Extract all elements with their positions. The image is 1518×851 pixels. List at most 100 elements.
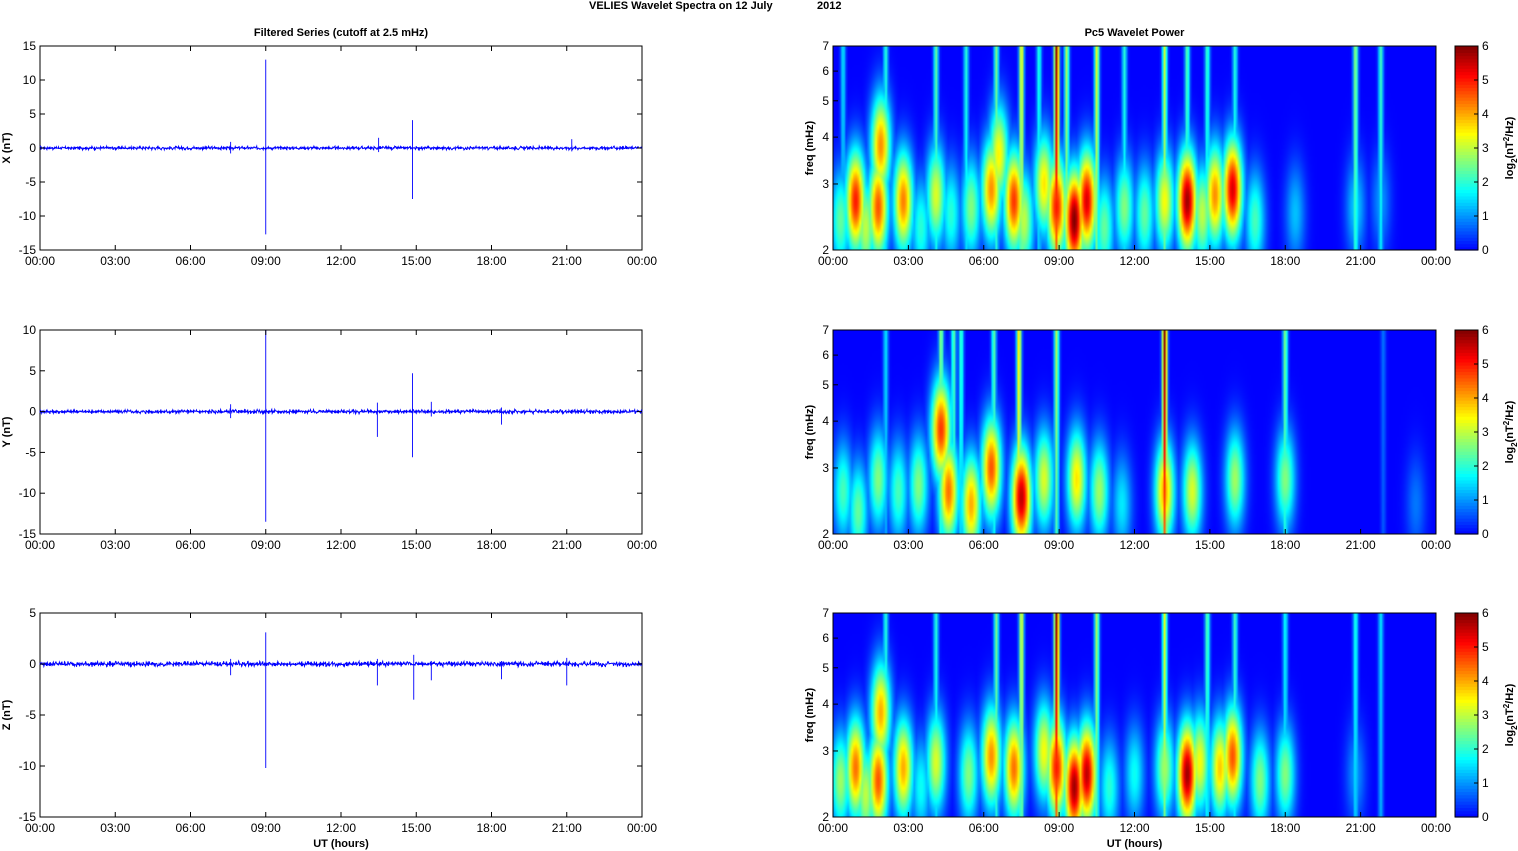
x-tick-label: 18:00 <box>1270 538 1300 552</box>
x-tick-label: 18:00 <box>1270 254 1300 268</box>
colorbar-swatch <box>1455 195 1478 200</box>
colorbar-swatch <box>1455 167 1478 171</box>
colorbar-tick-label: 3 <box>1482 141 1489 155</box>
x-tick-label: 21:00 <box>552 538 582 552</box>
x-tick-label: 00:00 <box>627 538 657 552</box>
colorbar-swatch <box>1455 202 1478 206</box>
x-tick-label: 03:00 <box>100 538 130 552</box>
colorbar-swatch <box>1455 511 1478 516</box>
colorbar-swatch <box>1455 208 1478 213</box>
colorbar-swatch <box>1455 711 1478 716</box>
y-tick-label: 4 <box>822 130 829 144</box>
colorbar-tick-label: 1 <box>1482 776 1489 790</box>
colorbar-swatch <box>1455 673 1478 678</box>
figure-title-right: 2012 <box>817 0 841 12</box>
colorbar-swatch <box>1455 358 1478 363</box>
x-tick-label: 12:00 <box>1119 538 1149 552</box>
y-tick-label: 7 <box>822 323 829 337</box>
colorbar-swatch <box>1455 657 1478 662</box>
colorbar-swatch <box>1455 676 1478 681</box>
y-tick-label: -15 <box>19 527 37 541</box>
colorbar-swatch <box>1455 775 1478 780</box>
colorbar-swatch <box>1455 154 1478 159</box>
colorbar-swatch <box>1455 718 1478 722</box>
colorbar-swatch <box>1455 148 1478 152</box>
x-tick-label: 21:00 <box>1346 821 1376 835</box>
colorbar-swatch <box>1455 521 1478 526</box>
y-tick-label: 5 <box>822 378 829 392</box>
colorbar-swatch <box>1455 514 1478 519</box>
colorbar-swatch <box>1455 52 1478 57</box>
colorbar-tick-label: 6 <box>1482 323 1489 337</box>
colorbar-swatch <box>1455 467 1478 471</box>
x-tick-label: 18:00 <box>476 821 506 835</box>
colorbar-swatch <box>1455 641 1478 646</box>
colorbar-swatch <box>1455 189 1478 194</box>
colorbar-swatch <box>1455 810 1478 815</box>
y-tick-label: 0 <box>29 405 36 419</box>
colorbar-swatch <box>1455 622 1478 627</box>
y-tick-label: 10 <box>23 323 37 337</box>
colorbar-swatch <box>1455 119 1478 124</box>
colorbar-tick-label: 2 <box>1482 742 1489 756</box>
colorbar-swatch <box>1455 740 1478 745</box>
colorbar-swatch <box>1455 460 1478 465</box>
y-tick-label: 0 <box>29 141 36 155</box>
colorbar-swatch <box>1455 58 1478 63</box>
x-tick-label: 06:00 <box>969 254 999 268</box>
colorbar-swatch <box>1455 77 1478 82</box>
y-axis-label: freq (mHz) <box>804 404 816 459</box>
colorbar-swatch <box>1455 192 1478 197</box>
x-tick-label: 00:00 <box>25 538 55 552</box>
colorbar-swatch <box>1455 393 1478 398</box>
colorbar-swatch <box>1455 246 1478 251</box>
y-tick-label: 0 <box>29 657 36 671</box>
timeseries-panel-1: -15 -10 -5 0 5 10 15 00:00 03:00 06:00 09:00 12:00 1… <box>1 27 657 268</box>
colorbar-swatch <box>1455 750 1478 754</box>
x-tick-label: 06:00 <box>969 821 999 835</box>
colorbar-swatch <box>1455 103 1478 108</box>
x-tick-label: 03:00 <box>893 821 923 835</box>
colorbar-swatch <box>1455 447 1478 452</box>
colorbar-swatch <box>1455 632 1478 636</box>
colorbar-swatch <box>1455 230 1478 235</box>
colorbar-tick-label: 0 <box>1482 527 1489 541</box>
x-tick-label: 18:00 <box>476 538 506 552</box>
signal-trace <box>39 144 643 152</box>
colorbar-swatch <box>1455 224 1478 229</box>
colorbar-swatch <box>1455 635 1478 640</box>
y-tick-label: 7 <box>822 606 829 620</box>
colorbar-label: log2(nT2/Hz) <box>1502 116 1518 179</box>
x-tick-label: 03:00 <box>893 254 923 268</box>
x-tick-label: 00:00 <box>1421 254 1451 268</box>
colorbar-swatch <box>1455 772 1478 777</box>
colorbar-swatch <box>1455 644 1478 649</box>
x-tick-label: 09:00 <box>1044 821 1074 835</box>
y-tick-label: 2 <box>822 527 829 541</box>
colorbar-swatch <box>1455 157 1478 162</box>
x-tick-label: 12:00 <box>326 254 356 268</box>
colorbar-swatch <box>1455 93 1478 98</box>
colorbar-swatch <box>1455 109 1478 114</box>
y-tick-label: 5 <box>822 661 829 675</box>
colorbar-swatch <box>1455 686 1478 691</box>
colorbar-swatch <box>1455 349 1478 353</box>
colorbar-swatch <box>1455 625 1478 630</box>
colorbar-swatch <box>1455 384 1478 388</box>
colorbar-swatch <box>1455 176 1478 181</box>
colorbar-swatch <box>1455 173 1478 178</box>
colorbar-swatch <box>1455 151 1478 155</box>
colorbar-swatch <box>1455 330 1478 334</box>
colorbar-swatch <box>1455 518 1478 522</box>
colorbar-swatch <box>1455 116 1478 120</box>
wavelet-panel-2: 2 3 4 5 6 7 00:00 03:00 06:00 09:00 12:00 15:00 18:0… <box>804 323 1518 552</box>
plot-frame <box>39 329 643 535</box>
colorbar-swatch <box>1455 724 1478 729</box>
colorbar-swatch <box>1455 524 1478 529</box>
panel-title: Pc5 Wavelet Power <box>1085 27 1186 39</box>
x-tick-label: 21:00 <box>1346 254 1376 268</box>
x-tick-label: 09:00 <box>251 821 281 835</box>
colorbar-tick-label: 1 <box>1482 209 1489 223</box>
colorbar-tick-label: 5 <box>1482 357 1489 371</box>
timeseries-panel-3: -15 -10 -5 0 5 00:00 03:00 06:00 09:00 12:00 15:00… <box>1 606 657 850</box>
